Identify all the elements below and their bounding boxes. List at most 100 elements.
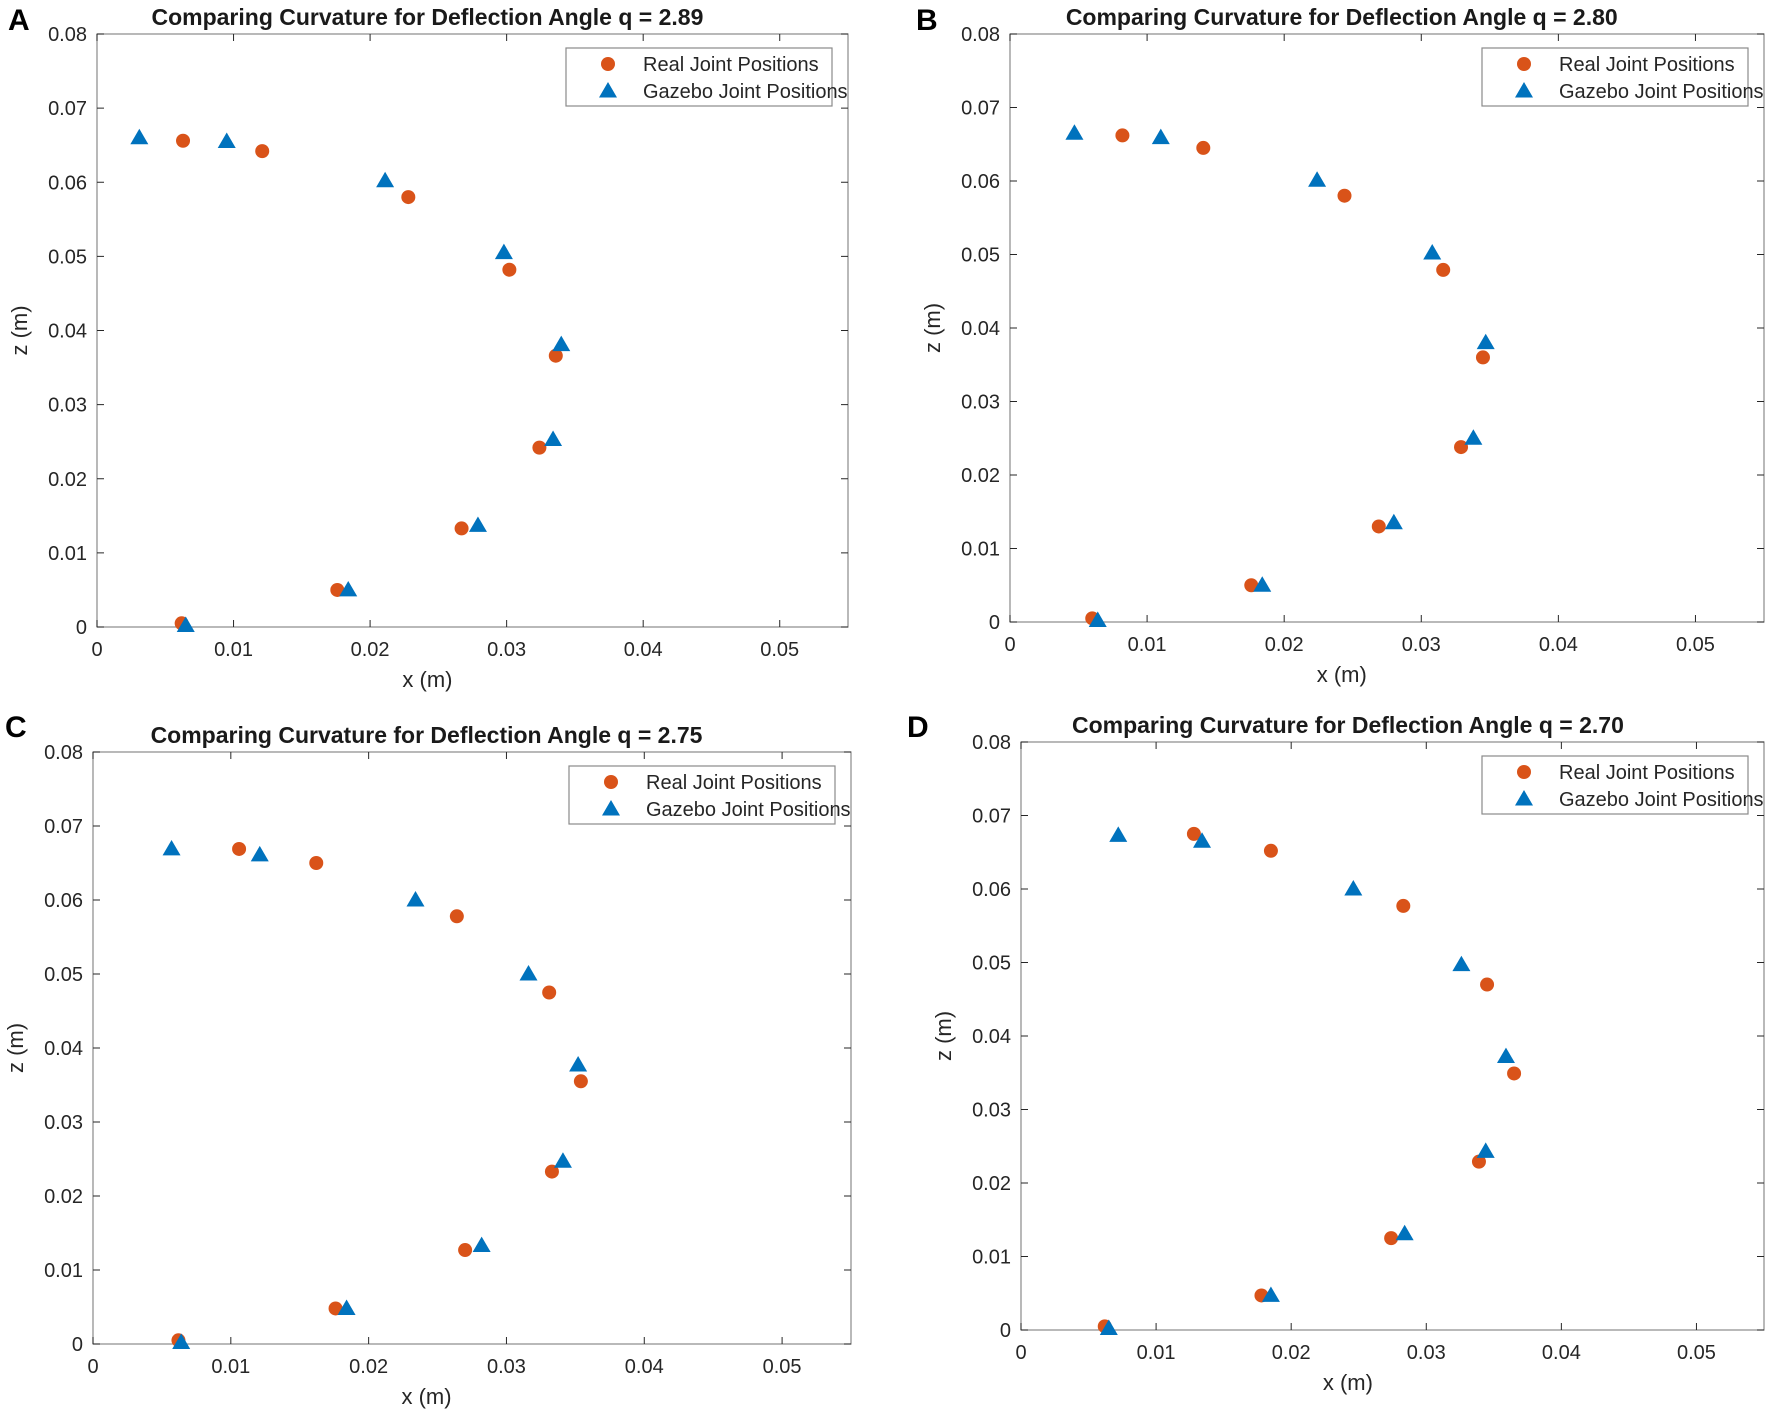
series-real: [174, 133, 563, 631]
legend-circle-marker: [1517, 57, 1531, 71]
gazebo-joint-point: [468, 516, 487, 532]
gazebo-joint-point: [569, 1056, 588, 1072]
x-tick-label: 0.02: [351, 639, 390, 661]
y-tick-label: 0: [76, 617, 87, 639]
legend-triangle-marker: [599, 82, 617, 98]
x-axis-label: x (m): [1317, 662, 1367, 687]
y-tick-label: 0.02: [961, 465, 1000, 487]
chart-panel-d: D Comparing Curvature for Deflection Angl…: [907, 711, 1765, 1395]
x-tick-label: 0.02: [349, 1356, 388, 1378]
y-tick-label: 0.08: [961, 24, 1000, 46]
y-tick-label: 0.03: [44, 1112, 83, 1134]
series-gazebo: [130, 128, 571, 632]
real-joint-point: [548, 348, 563, 363]
chart-title: Comparing Curvature for Deflection Angle…: [151, 4, 703, 30]
legend-circle-marker: [604, 775, 618, 789]
real-joint-point: [458, 1243, 473, 1258]
y-axis-label: z (m): [7, 305, 32, 355]
x-axis-label: x (m): [402, 667, 452, 692]
gazebo-joint-point: [1253, 576, 1272, 592]
gazebo-joint-point: [339, 580, 358, 597]
gazebo-joint-point: [553, 1152, 572, 1168]
x-tick-label: 0.03: [487, 639, 526, 661]
real-joint-point: [1371, 519, 1386, 534]
real-joint-point: [1115, 128, 1130, 143]
x-tick-label: 0.01: [214, 639, 253, 661]
y-tick-label: 0: [72, 1334, 83, 1356]
real-joint-point: [532, 440, 547, 455]
y-tick-label: 0: [989, 612, 1000, 634]
real-joint-point: [401, 190, 416, 205]
y-tick-label: 0.08: [48, 24, 87, 46]
x-tick-label: 0.04: [624, 639, 663, 661]
x-tick-label: 0.04: [625, 1356, 664, 1378]
y-tick-label: 0.07: [972, 806, 1011, 828]
gazebo-joint-point: [552, 335, 571, 352]
real-joint-point: [1507, 1066, 1522, 1081]
y-tick-label: 0.07: [48, 98, 87, 120]
gazebo-joint-point: [1193, 832, 1212, 848]
chart-panel-b: B Comparing Curvature for Deflection Angl…: [916, 4, 1765, 687]
plot-area: [92, 751, 852, 1345]
real-joint-point: [309, 856, 324, 870]
legend: Real Joint Positions Gazebo Joint Positio…: [568, 765, 851, 825]
y-tick-label: 0.02: [48, 469, 87, 491]
y-tick-label: 0.03: [961, 392, 1000, 414]
legend-label: Real Joint Positions: [1559, 762, 1735, 784]
gazebo-joint-point: [217, 132, 236, 148]
panel-letter: C: [5, 711, 27, 744]
gazebo-joint-point: [130, 128, 149, 145]
x-tick-label: 0.05: [763, 1356, 802, 1378]
x-tick-label: 0.05: [1677, 1342, 1716, 1364]
x-tick-label: 0: [91, 639, 102, 661]
real-joint-point: [1196, 140, 1211, 155]
legend-circle-marker: [1517, 765, 1531, 779]
series-gazebo: [1099, 826, 1515, 1336]
y-tick-label: 0.07: [44, 816, 83, 838]
x-tick-label: 0.01: [1128, 634, 1167, 656]
gazebo-joint-point: [1452, 955, 1471, 972]
series-gazebo: [162, 839, 588, 1349]
y-tick-label: 0.04: [44, 1038, 83, 1060]
plot-area: [1009, 33, 1765, 623]
gazebo-joint-point: [1099, 1319, 1118, 1336]
y-tick-label: 0.07: [961, 98, 1000, 120]
real-joint-point: [1263, 843, 1278, 858]
real-joint-point: [255, 144, 270, 159]
y-tick-label: 0.01: [961, 539, 1000, 561]
y-tick-label: 0.05: [44, 964, 83, 986]
real-joint-point: [502, 262, 517, 277]
legend: Real Joint Positions Gazebo Joint Positio…: [565, 47, 848, 107]
y-tick-label: 0.06: [972, 879, 1011, 901]
legend-triangle-marker: [602, 800, 620, 816]
gazebo-joint-point: [519, 965, 538, 981]
y-tick-label: 0.05: [972, 953, 1011, 975]
real-joint-point: [1396, 898, 1411, 913]
chart-title: Comparing Curvature for Deflection Angle…: [151, 722, 703, 748]
y-axis-label: z (m): [3, 1023, 28, 1073]
legend-label: Real Joint Positions: [1559, 54, 1735, 76]
y-tick-label: 0.02: [972, 1173, 1011, 1195]
legend: Real Joint Positions Gazebo Joint Positio…: [1481, 755, 1764, 815]
x-tick-label: 0.03: [1402, 634, 1441, 656]
gazebo-joint-point: [1109, 826, 1128, 842]
x-tick-label: 0.04: [1539, 634, 1578, 656]
real-joint-point: [176, 133, 191, 148]
x-tick-label: 0.02: [1265, 634, 1304, 656]
gazebo-joint-point: [250, 845, 269, 862]
gazebo-joint-point: [337, 1299, 356, 1315]
gazebo-joint-point: [494, 243, 513, 260]
gazebo-joint-point: [1088, 611, 1107, 628]
real-joint-point: [1186, 826, 1201, 841]
y-tick-label: 0.01: [48, 543, 87, 565]
gazebo-joint-point: [1395, 1224, 1414, 1241]
y-tick-label: 0.08: [972, 732, 1011, 754]
x-tick-label: 0: [1015, 1342, 1026, 1364]
chart-panel-c: C Comparing Curvature for Deflection Angl…: [3, 711, 852, 1409]
y-tick-label: 0.05: [48, 246, 87, 268]
real-joint-point: [1454, 440, 1469, 455]
legend-label: Gazebo Joint Positions: [646, 799, 851, 821]
chart-title: Comparing Curvature for Deflection Angle…: [1066, 4, 1618, 30]
x-tick-label: 0: [87, 1356, 98, 1378]
